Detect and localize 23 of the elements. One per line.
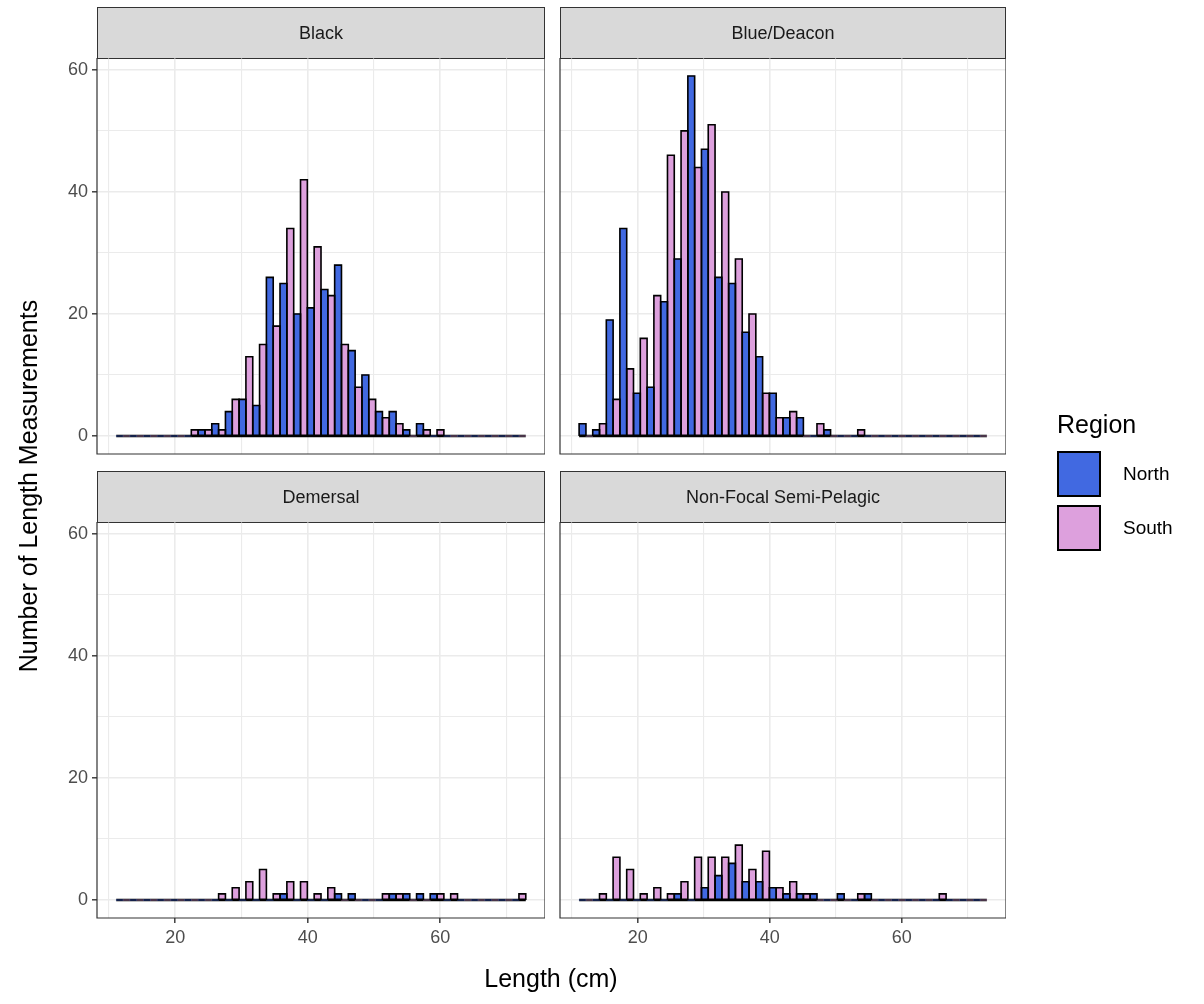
- x-tick-label: 20: [627, 926, 648, 947]
- y-tick-label: 40: [67, 180, 88, 201]
- y-tick-label: 0: [77, 888, 88, 909]
- y-axis-title: Number of Length Measurements: [13, 299, 43, 673]
- x-axis-title: Length (cm): [484, 963, 618, 993]
- y-tick-label: 40: [67, 644, 88, 665]
- y-tick-label: 0: [77, 424, 88, 445]
- x-tick-label: 40: [297, 926, 318, 947]
- chart-title: Blue/Deacon: [560, 7, 1006, 59]
- y-tick-label: 60: [67, 522, 88, 543]
- chart-title: Non-Focal Semi-Pelagic: [560, 471, 1006, 523]
- y-tick-label: 60: [67, 58, 88, 79]
- x-tick-label: 20: [165, 926, 186, 947]
- x-tick-label: 40: [759, 926, 780, 947]
- x-tick-label: 60: [430, 926, 451, 947]
- legend-title: Region: [1057, 410, 1138, 439]
- text: South: [1123, 517, 1173, 539]
- y-tick-label: 20: [67, 302, 88, 323]
- chart-title: Black: [97, 7, 545, 59]
- chart-title: Demersal: [97, 471, 545, 523]
- x-tick-label: 60: [891, 926, 912, 947]
- text: North: [1123, 463, 1170, 485]
- y-tick-label: 20: [67, 766, 88, 787]
